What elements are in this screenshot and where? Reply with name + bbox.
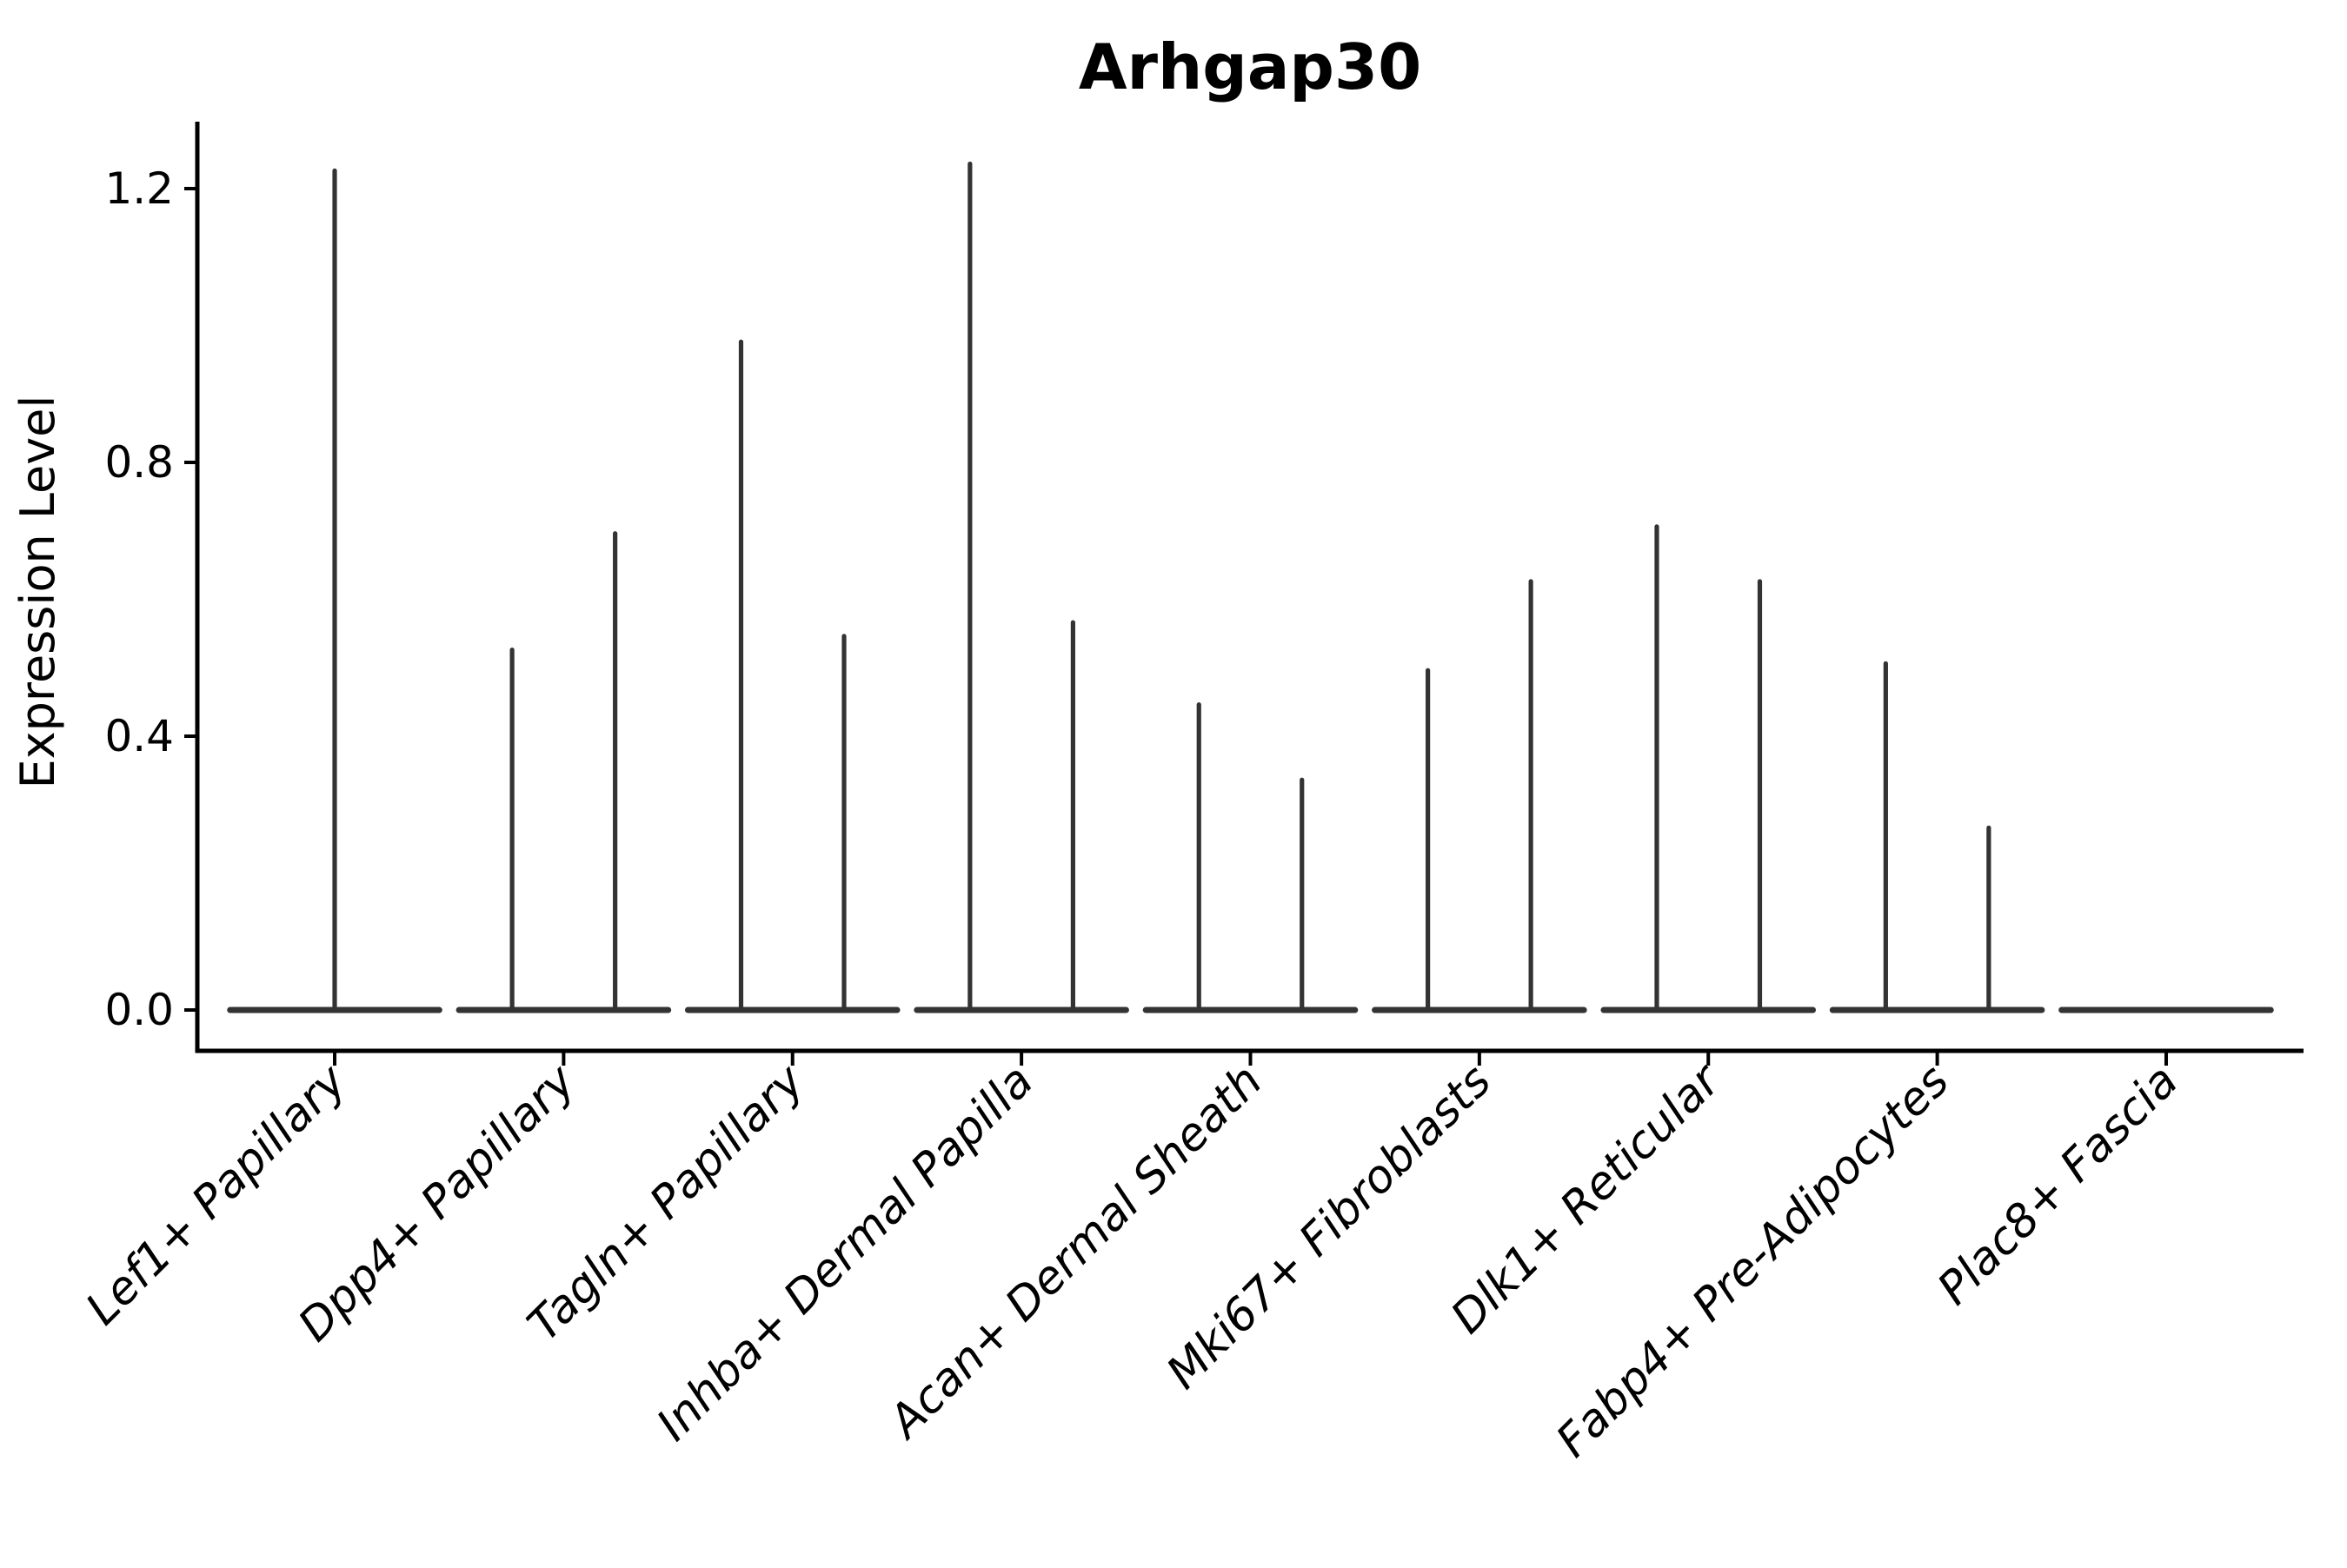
violins-layer (227, 161, 2274, 1013)
violin-body (227, 1007, 442, 1013)
x-tick-label: Inhba+ Dermal Papilla (648, 1055, 1044, 1452)
violin-body (1142, 1007, 1359, 1013)
chart-title: Arhgap30 (1079, 30, 1421, 103)
violin-body (914, 1007, 1129, 1013)
violin-body (455, 1007, 672, 1013)
x-tick-label: Acan+ Dermal Sheath (878, 1055, 1273, 1450)
violin-body (1600, 1007, 1817, 1013)
y-tick-label: 0.4 (104, 711, 174, 761)
y-tick-label: 0.0 (104, 985, 174, 1035)
y-tick-label: 1.2 (104, 163, 174, 214)
violin-body (1829, 1007, 2045, 1013)
violin-body (1372, 1007, 1587, 1013)
y-axis-label: Expression Level (10, 395, 65, 789)
violin-body (2058, 1007, 2274, 1013)
violin-body (684, 1007, 901, 1013)
y-tick-label: 0.8 (104, 437, 174, 488)
axes-spines (195, 122, 2304, 1053)
y-axis-ticks: 0.0 0.4 0.8 1.2 (104, 163, 196, 1035)
x-tick-label: Fabp4+ Pre-Adipocytes (1546, 1055, 1959, 1468)
x-tick-label: Plac8+ Fascia (1928, 1055, 2188, 1315)
x-axis-ticks (333, 1053, 2168, 1066)
